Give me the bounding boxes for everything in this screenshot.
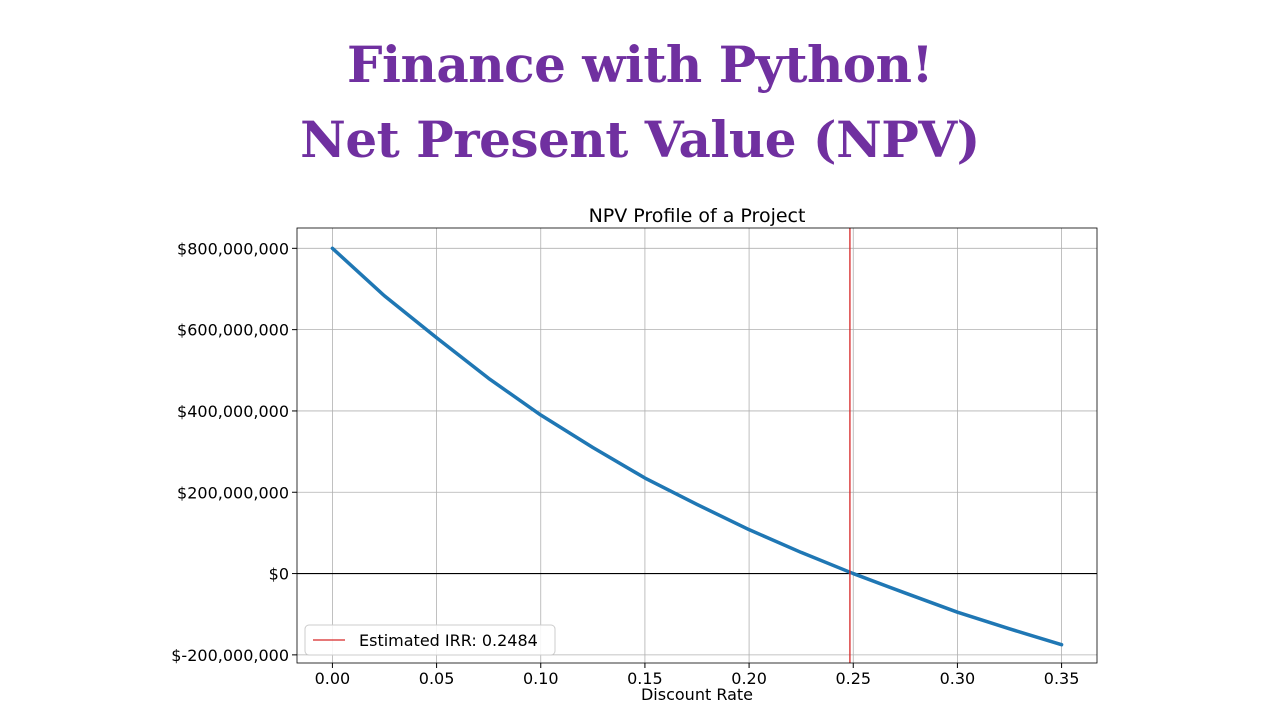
x-tick-label: 0.20: [731, 669, 767, 688]
x-tick-label: 0.05: [419, 669, 455, 688]
x-tick-label: 0.35: [1044, 669, 1080, 688]
chart-title: NPV Profile of a Project: [589, 205, 806, 227]
legend-label-irr: Estimated IRR: 0.2484: [359, 631, 538, 650]
y-tick-label: $600,000,000: [177, 321, 289, 340]
x-tick-label: 0.30: [940, 669, 976, 688]
legend-box: [304, 624, 556, 656]
y-tick-label: $400,000,000: [177, 402, 289, 421]
x-tick-label: 0.25: [835, 669, 871, 688]
npv-series-line: [330, 246, 1064, 647]
y-tick-label: $200,000,000: [177, 483, 289, 502]
y-tick-label: $800,000,000: [177, 239, 289, 258]
axis-ticks: 0.00 0.05 0.10 0.15 0.20 0.25 0.30 0.35 $-200,00…: [171, 239, 1079, 688]
y-tick-label: $-200,000,000: [171, 646, 289, 665]
headline-line-1: Finance with Python!: [347, 35, 933, 94]
x-tick-label: 0.00: [315, 669, 351, 688]
x-tick-label: 0.15: [627, 669, 663, 688]
legend: Estimated IRR: 0.2484: [304, 624, 556, 656]
y-tick-label: $0: [269, 565, 289, 584]
x-tick-label: 0.10: [523, 669, 559, 688]
grid: [297, 228, 1097, 663]
x-axis-label: Discount Rate: [641, 685, 753, 704]
headline-line-2: Net Present Value (NPV): [300, 110, 980, 169]
plot-frame: [296, 227, 1098, 664]
